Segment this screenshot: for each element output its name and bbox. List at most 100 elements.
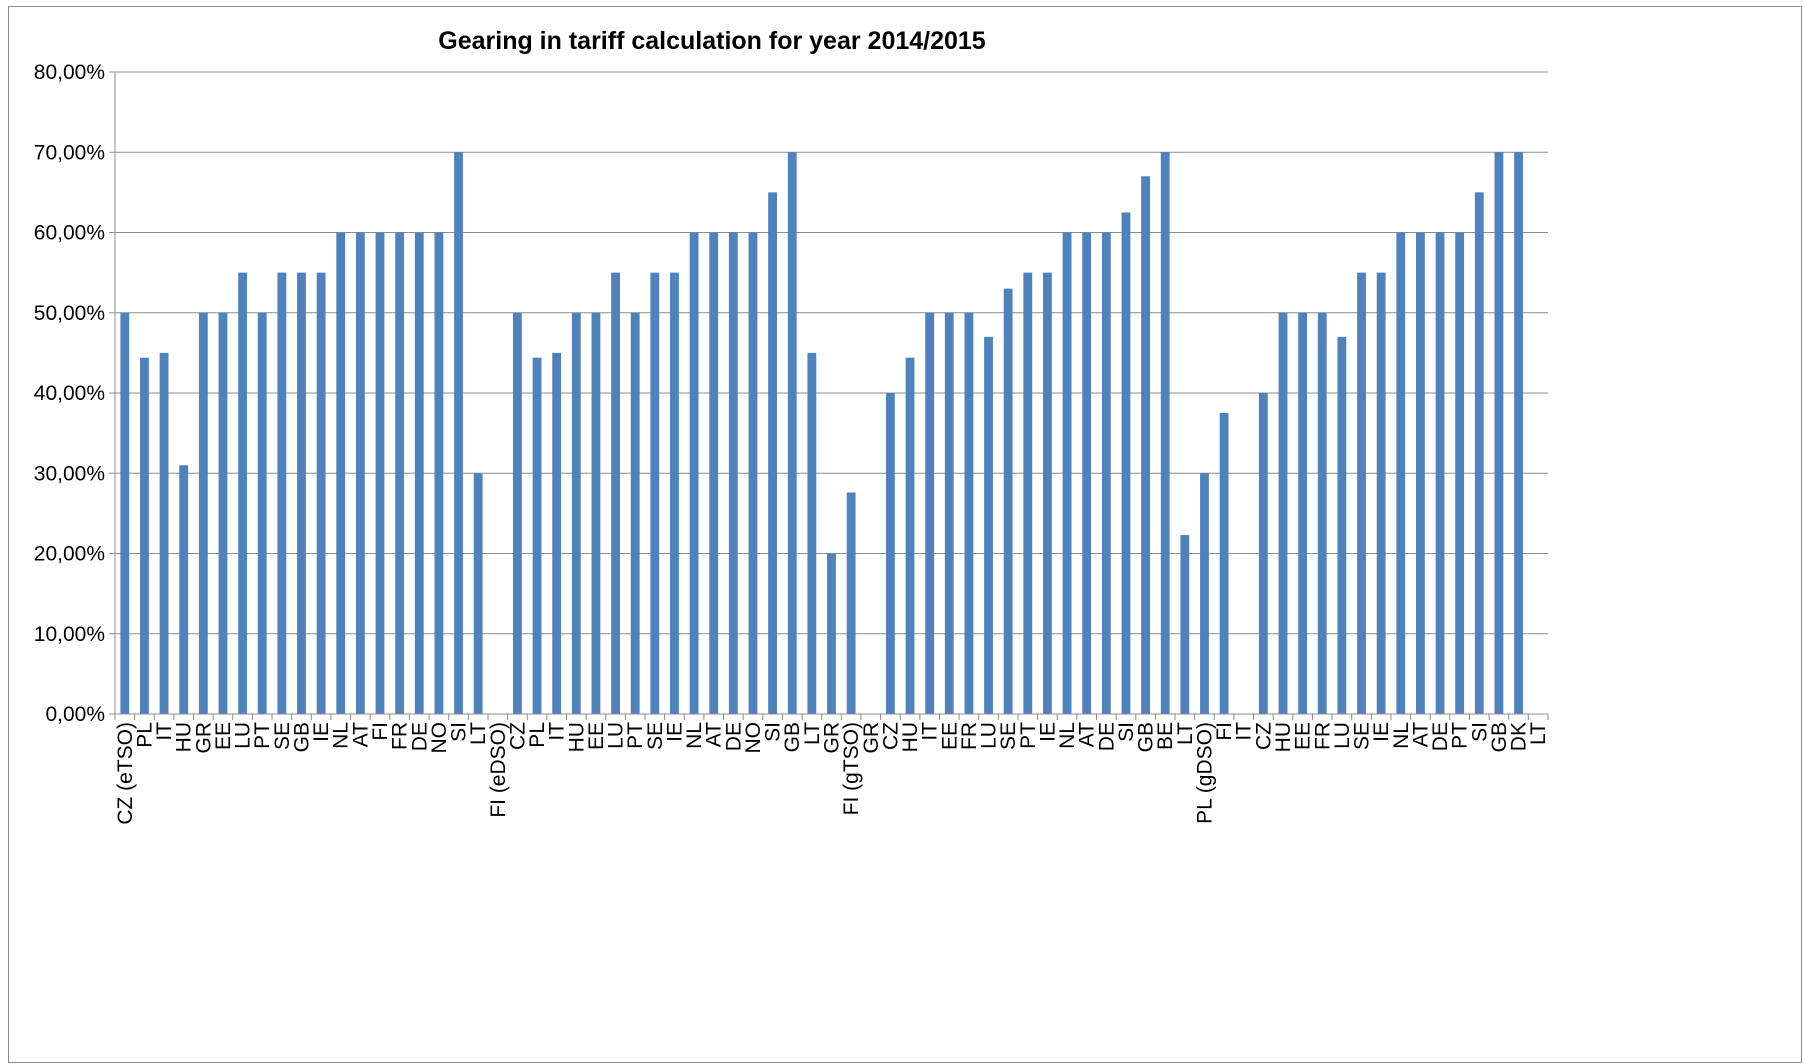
bar	[1121, 212, 1131, 714]
x-tick-label: GR	[860, 722, 883, 754]
bar	[277, 272, 287, 715]
bar	[1278, 312, 1288, 714]
x-tick-label: SI	[1115, 722, 1138, 742]
bar-chart: Gearing in tariff calculation for year 2…	[34, 27, 1550, 825]
x-tick-label: SE	[1351, 722, 1374, 750]
y-tick-label: 10,00%	[34, 623, 105, 646]
bar	[768, 192, 778, 715]
bar	[709, 232, 719, 714]
bar	[140, 357, 149, 714]
bar	[807, 352, 817, 715]
x-tick-label: IT	[919, 722, 942, 741]
x-tick-label: SE	[997, 722, 1020, 750]
x-tick-label: PT	[251, 722, 274, 749]
x-tick-label: HU	[1272, 722, 1295, 752]
bar	[1101, 232, 1111, 714]
x-tick-label: DE	[408, 722, 431, 751]
bar	[532, 357, 542, 714]
bar	[395, 232, 405, 714]
bar	[964, 312, 974, 714]
chart-area: Gearing in tariff calculation for year 2…	[8, 6, 1802, 1063]
x-tick-label: DE	[1095, 722, 1118, 751]
bar	[1317, 312, 1327, 714]
y-tick-label: 20,00%	[34, 543, 105, 566]
x-tick-label: IE	[1370, 722, 1393, 742]
x-tick-label: IT	[546, 722, 569, 741]
x-tick-label: IT	[153, 722, 176, 741]
bar	[1141, 176, 1150, 714]
x-tick-label: GB	[290, 722, 313, 752]
bar	[1003, 288, 1013, 714]
x-tick-label: IE	[663, 722, 686, 742]
bar	[885, 393, 895, 714]
x-tick-label: HU	[173, 722, 196, 752]
bar	[1258, 393, 1268, 714]
chart-title: Gearing in tariff calculation for year 2…	[438, 27, 986, 55]
bar	[179, 465, 189, 714]
x-tick-label: NO	[742, 722, 765, 754]
bar	[1062, 232, 1072, 714]
y-tick-label: 40,00%	[34, 382, 105, 405]
x-tick-label: HU	[565, 722, 588, 752]
y-tick-label: 80,00%	[34, 61, 105, 84]
bar	[1082, 232, 1092, 714]
bar	[1396, 232, 1406, 714]
x-tick-label: NO	[428, 722, 451, 754]
x-tick-label: DE	[722, 722, 745, 751]
y-axis-ticks: 0,00% 10,00% 20,00% 30,00% 40,00% 50,00% 60,00…	[34, 61, 115, 726]
x-tick-label: LT	[1174, 722, 1197, 745]
bar	[944, 312, 954, 714]
x-tick-label: AT	[703, 722, 726, 747]
x-tick-label: PL	[133, 722, 156, 748]
x-tick-label: LU	[1331, 722, 1354, 749]
x-tick-label: FI (eDSO)	[487, 722, 510, 818]
x-tick-label: AT	[1076, 722, 1099, 747]
x-tick-label: FI	[1213, 722, 1236, 741]
bar	[670, 272, 679, 715]
x-tick-label: PT	[624, 722, 647, 749]
bar	[1474, 192, 1484, 715]
x-tick-label: FR	[958, 722, 981, 750]
x-tick-label: AT	[349, 722, 372, 747]
bar	[1200, 473, 1209, 714]
bar	[571, 312, 581, 714]
y-tick-label: 70,00%	[34, 141, 105, 164]
x-tick-label: DK	[1508, 722, 1531, 751]
bar	[1337, 336, 1347, 714]
x-tick-label: GB	[781, 722, 804, 752]
x-tick-label: SI	[448, 722, 471, 742]
x-tick-label: LT	[467, 722, 490, 745]
bar	[513, 312, 522, 714]
x-tick-label: GR	[821, 722, 844, 754]
bar	[1180, 535, 1190, 714]
bar	[198, 312, 208, 714]
x-tick-label: CZ	[879, 722, 902, 750]
x-tick-label: GB	[1488, 722, 1511, 752]
bar	[1435, 232, 1445, 714]
bar	[748, 232, 758, 714]
x-tick-label: LU	[232, 722, 255, 749]
bar	[689, 232, 699, 714]
bar	[1494, 152, 1504, 714]
bar	[375, 232, 385, 714]
y-tick-label: 0,00%	[45, 703, 105, 726]
bar	[1357, 272, 1366, 715]
x-tick-label: IE	[1036, 722, 1059, 742]
bar	[984, 336, 993, 714]
x-tick-label: NL	[683, 722, 706, 749]
bar	[630, 312, 640, 714]
y-tick-label: 30,00%	[34, 462, 105, 485]
bar	[611, 272, 620, 715]
bar	[218, 312, 228, 714]
bar	[454, 152, 463, 714]
x-tick-label: NL	[1056, 722, 1079, 749]
bar	[257, 312, 267, 714]
x-axis-ticks: CZ (eTSO)PLITHUGREELUPTSEGBIENLATFIFRDEN…	[114, 714, 1550, 825]
x-tick-label: EE	[585, 722, 608, 750]
bar	[297, 272, 306, 715]
x-tick-label: GR	[192, 722, 215, 754]
bar	[120, 312, 130, 714]
y-tick-label: 60,00%	[34, 222, 105, 245]
x-tick-label: FR	[389, 722, 412, 750]
x-tick-label: EE	[938, 722, 961, 750]
